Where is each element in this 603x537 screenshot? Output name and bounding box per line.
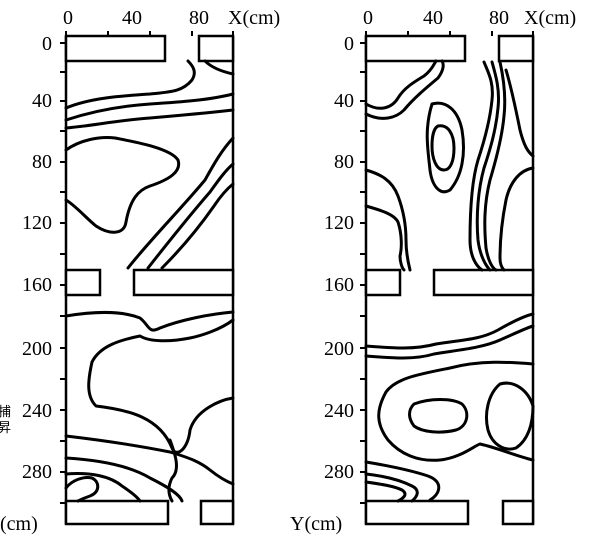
right-block-top-right <box>497 34 535 63</box>
left-y-tick-80: 80 <box>32 151 52 173</box>
right-y-tick-40: 40 <box>334 90 354 112</box>
left-block-top-left <box>64 34 167 63</box>
left-y-tick-40: 40 <box>32 90 52 112</box>
right-block-mid-left <box>364 268 402 297</box>
side-text-2: 昇 <box>0 421 11 436</box>
left-panel: 0 40 80 X(cm) 0 40 80 120 160 200 240 28… <box>0 7 280 535</box>
right-y-tick-280: 280 <box>324 461 354 483</box>
left-y-tick-280: 280 <box>22 461 52 483</box>
left-block-top-right <box>197 34 235 63</box>
right-y-tick-160: 160 <box>324 274 354 296</box>
right-y-tick-120: 120 <box>324 212 354 234</box>
left-block-bottom-right <box>199 499 235 526</box>
right-block-mid-right <box>432 268 535 297</box>
left-y-tick-120: 120 <box>22 212 52 234</box>
right-x-tick-0: 0 <box>363 7 373 29</box>
right-y-tick-200: 200 <box>324 338 354 360</box>
right-block-top-left <box>364 34 467 63</box>
left-x-tick-80: 80 <box>189 7 209 29</box>
left-y-tick-160: 160 <box>22 274 52 296</box>
left-block-bottom-left <box>64 499 170 526</box>
right-x-tick-40: 40 <box>423 7 443 29</box>
right-block-bottom-left <box>364 499 470 526</box>
right-x-tick-80: 80 <box>489 7 509 29</box>
right-block-bottom-right <box>501 499 535 526</box>
side-text-1: 捕 <box>0 404 11 420</box>
right-x-axis-unit: X(cm) <box>524 7 576 29</box>
left-block-mid-right <box>132 268 235 297</box>
left-y-axis-unit: (cm) <box>0 513 38 535</box>
right-y-tick-240: 240 <box>324 400 354 422</box>
right-contours <box>364 59 535 503</box>
left-y-tick-240: 240 <box>22 400 52 422</box>
right-y-tick-0: 0 <box>344 33 354 55</box>
left-x-tick-0: 0 <box>63 7 73 29</box>
left-y-tick-200: 200 <box>22 338 52 360</box>
right-panel: 0 40 80 X(cm) 0 40 80 120 160 200 240 28… <box>290 7 576 535</box>
left-block-mid-left <box>64 268 102 297</box>
right-y-tick-80: 80 <box>334 151 354 173</box>
right-y-axis-unit: Y(cm) <box>290 513 342 535</box>
left-y-tick-0: 0 <box>42 33 52 55</box>
left-x-tick-40: 40 <box>122 7 142 29</box>
left-x-axis-unit: X(cm) <box>228 7 280 29</box>
left-contours <box>64 59 235 503</box>
